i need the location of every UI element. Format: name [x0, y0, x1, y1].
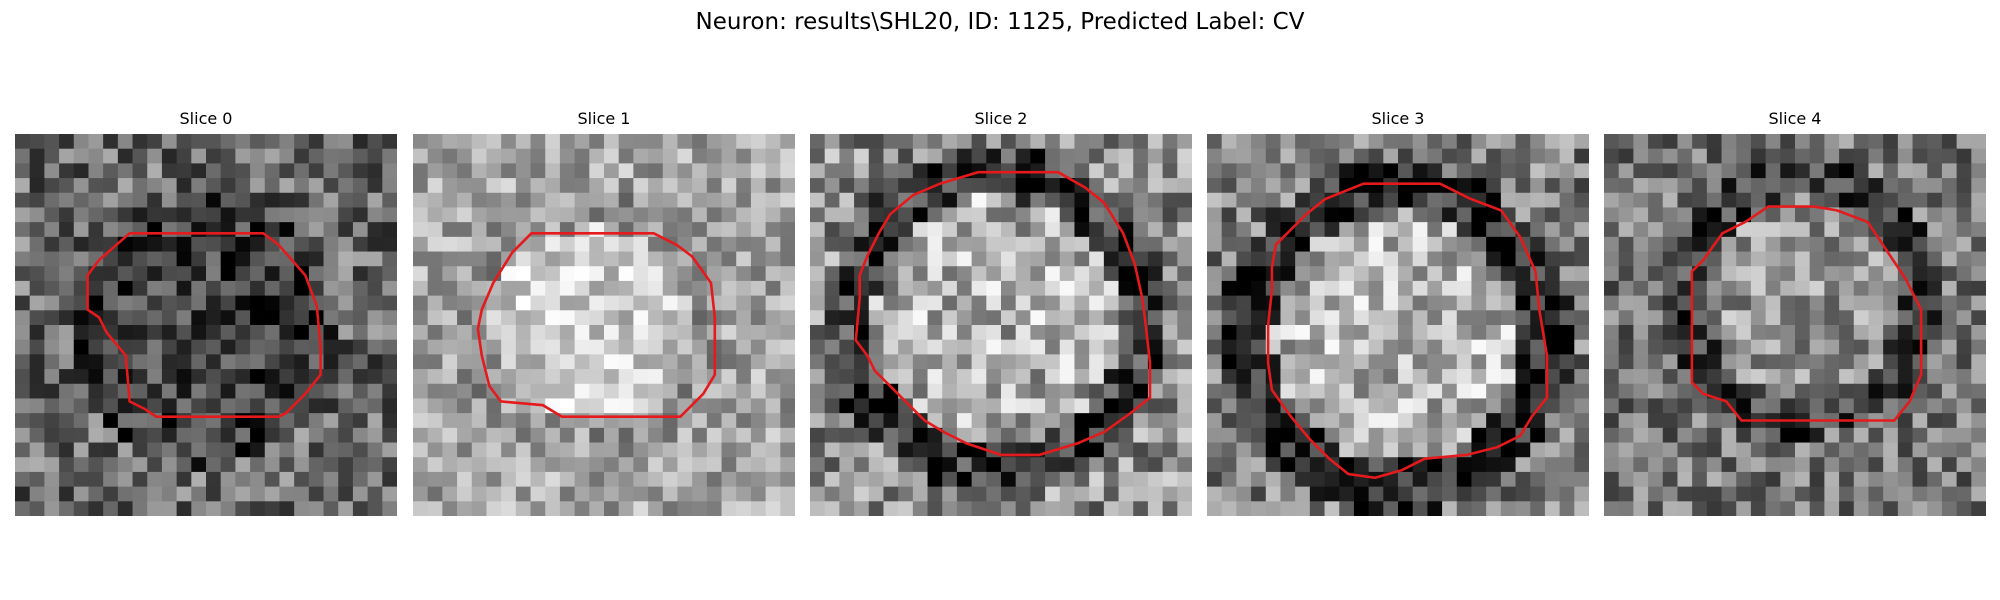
- figure-title: Neuron: results\SHL20, ID: 1125, Predict…: [695, 9, 1305, 35]
- slice-image-0: [15, 134, 397, 516]
- slice-image-3: [1207, 134, 1589, 516]
- slice-image-2: [810, 134, 1192, 516]
- roi-contour-0: [86, 232, 322, 419]
- roi-contour-2: [854, 170, 1152, 457]
- roi-contour-4: [1690, 205, 1923, 422]
- slice-title-4: Slice 4: [1768, 109, 1822, 128]
- slice-title-2: Slice 2: [974, 109, 1028, 128]
- slice-image-1: [413, 134, 795, 516]
- roi-contour-3: [1266, 182, 1549, 480]
- slice-title-1: Slice 1: [577, 109, 631, 128]
- slice-title-0: Slice 0: [179, 109, 233, 128]
- roi-contour-1: [476, 232, 717, 419]
- slice-image-4: [1604, 134, 1986, 516]
- slice-title-3: Slice 3: [1371, 109, 1425, 128]
